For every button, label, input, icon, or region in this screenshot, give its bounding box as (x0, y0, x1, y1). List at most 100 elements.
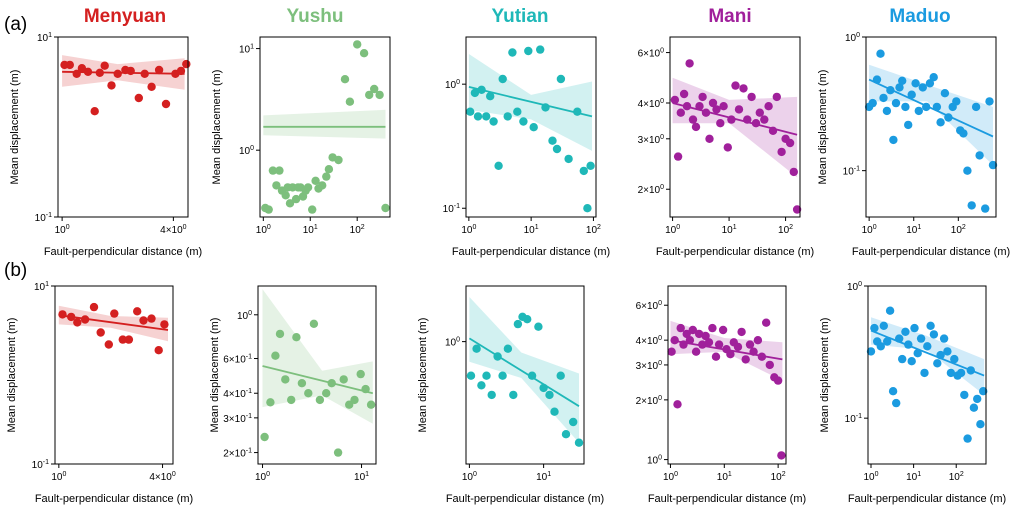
panel-mani-row1: 100 101 102 2×100 3×100 4×100 6×100 Fault-perpe… (638, 36, 814, 258)
data-point (879, 93, 888, 103)
data-point (154, 346, 163, 355)
confidence-band (469, 297, 579, 443)
data-point (913, 349, 922, 358)
data-point (733, 342, 743, 352)
data-point (765, 360, 774, 370)
data-point (356, 369, 365, 379)
data-point (334, 155, 343, 165)
data-point (792, 205, 802, 214)
data-point (676, 108, 685, 117)
data-point (477, 381, 486, 390)
data-point (747, 92, 756, 102)
data-point (737, 327, 746, 337)
data-point (275, 329, 285, 339)
data-point (914, 106, 923, 116)
data-point (933, 359, 942, 368)
y-tick-label: 4×10-1 (223, 388, 252, 400)
plot-frame (865, 36, 997, 218)
fit-line (468, 337, 580, 407)
data-point (760, 115, 769, 124)
data-point (911, 79, 920, 88)
data-point (901, 327, 910, 336)
data-point (883, 337, 892, 346)
y-tick-label: 4×100 (636, 335, 663, 347)
x-axis-title: Fault-perpendicular distance (m) (656, 246, 814, 258)
data-point (764, 102, 773, 111)
data-point (340, 75, 350, 84)
y-tick-label: 6×10-1 (223, 354, 252, 366)
plot-frame (669, 36, 801, 218)
data-point (950, 354, 959, 364)
y-axis-title: Mean displacement (m) (417, 318, 429, 433)
data-point (670, 95, 680, 105)
x-tick-label: 100 (462, 471, 477, 483)
data-point (482, 112, 491, 121)
plot-frame (259, 36, 391, 218)
y-tick-label: 10-1 (843, 166, 860, 178)
data-point (519, 117, 528, 126)
data-point (147, 314, 156, 323)
x-tick-label: 100 (51, 471, 66, 483)
confidence-band (262, 289, 373, 424)
data-point (134, 93, 143, 103)
panel-maduo-row1: 100 101 102 10-1 100 Fault-perpendicular dist… (817, 32, 1010, 258)
row-label-a: (a) (4, 14, 27, 35)
x-tick-label: 100 (863, 471, 878, 483)
data-point (691, 122, 701, 132)
data-point (959, 129, 968, 138)
x-tick-label: 100 (255, 471, 270, 483)
data-point (946, 368, 956, 378)
data-point (487, 390, 496, 400)
data-point (963, 166, 972, 175)
data-point (509, 390, 518, 400)
x-axis-title: Fault-perpendicular distance (m) (852, 246, 1010, 258)
plot-frame (667, 285, 787, 465)
data-point (272, 181, 281, 190)
data-point (923, 342, 932, 351)
data-point (755, 108, 764, 117)
y-tick-label: 6×100 (638, 48, 665, 60)
data-point (731, 81, 740, 90)
data-point (726, 350, 735, 359)
y-tick-label: 2×100 (636, 395, 663, 407)
x-tick-label: 4×100 (160, 224, 187, 236)
data-point (926, 321, 935, 330)
data-point (892, 398, 901, 408)
data-point (698, 92, 707, 102)
data-point (673, 152, 683, 161)
y-axis-title: Mean displacement (m) (6, 318, 18, 433)
data-point (482, 371, 491, 380)
x-tick-label: 102 (771, 471, 786, 483)
data-point (375, 90, 384, 100)
data-point (345, 97, 355, 106)
data-point (985, 97, 994, 106)
x-tick-label: 100 (55, 224, 70, 236)
y-tick-label: 100 (239, 145, 254, 157)
x-tick-label: 100 (663, 471, 678, 483)
data-point (104, 340, 114, 349)
y-axis-title: Mean displacement (m) (211, 70, 223, 185)
y-tick-label: 10-1 (32, 459, 49, 471)
data-point (281, 191, 290, 200)
fit-line (868, 78, 994, 138)
data-point (552, 144, 562, 154)
data-point (297, 379, 307, 388)
data-point (365, 90, 374, 100)
y-tick-label: 101 (239, 44, 254, 56)
x-tick-label: 101 (354, 471, 369, 483)
data-point (466, 107, 475, 116)
y-tick-label: 3×100 (636, 360, 663, 372)
data-point (745, 340, 755, 349)
y-tick-label: 2×100 (638, 184, 665, 196)
data-point (556, 371, 565, 380)
data-point (688, 115, 698, 124)
x-tick-label: 101 (303, 224, 318, 236)
data-point (579, 166, 588, 176)
data-point (777, 451, 786, 460)
y-tick-label: 101 (34, 281, 49, 293)
data-point (716, 119, 725, 128)
data-point (762, 318, 771, 327)
data-point (322, 389, 331, 398)
data-point (333, 448, 343, 457)
